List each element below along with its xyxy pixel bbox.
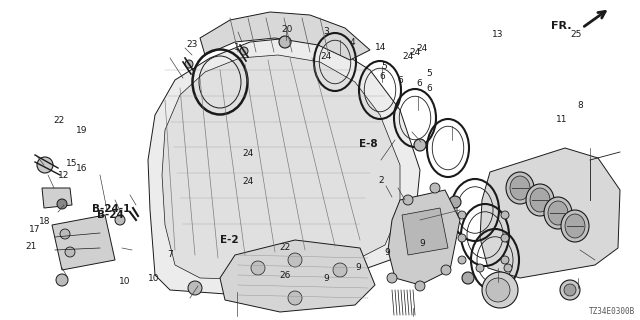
Text: 24: 24 (321, 52, 332, 61)
Text: 5: 5 (426, 69, 431, 78)
Circle shape (415, 281, 425, 291)
Text: 16: 16 (76, 164, 88, 173)
Text: 26: 26 (279, 271, 291, 280)
Text: 15: 15 (66, 159, 77, 168)
Circle shape (65, 247, 75, 257)
Circle shape (482, 272, 518, 308)
Text: 24: 24 (243, 149, 254, 158)
Ellipse shape (565, 214, 585, 238)
Text: 24: 24 (403, 52, 414, 61)
Text: 24: 24 (417, 44, 428, 53)
Circle shape (37, 157, 53, 173)
Text: 6: 6 (380, 72, 385, 81)
Circle shape (240, 47, 248, 55)
Text: 11: 11 (556, 116, 568, 124)
Polygon shape (220, 240, 375, 312)
Text: 4: 4 (349, 38, 355, 47)
Text: 10: 10 (119, 277, 131, 286)
Text: E-8: E-8 (359, 139, 378, 149)
Text: 9: 9 (385, 248, 390, 257)
Text: 21: 21 (25, 242, 36, 251)
Circle shape (288, 291, 302, 305)
Circle shape (476, 264, 484, 272)
Text: 24: 24 (409, 48, 420, 57)
Text: 9: 9 (356, 263, 361, 272)
Text: 24: 24 (243, 177, 254, 186)
Text: 22: 22 (53, 116, 65, 125)
Circle shape (564, 284, 576, 296)
Text: E-2: E-2 (220, 235, 239, 245)
Text: 5: 5 (381, 62, 387, 71)
Circle shape (504, 264, 512, 272)
Circle shape (458, 234, 466, 242)
Polygon shape (42, 188, 72, 208)
Text: B-24: B-24 (97, 210, 124, 220)
Ellipse shape (544, 197, 572, 229)
Text: 22: 22 (279, 244, 291, 252)
Circle shape (279, 36, 291, 48)
Text: 25: 25 (570, 30, 582, 39)
Circle shape (185, 60, 193, 68)
Circle shape (333, 263, 347, 277)
Text: 6: 6 (398, 76, 403, 85)
Text: 3: 3 (324, 27, 329, 36)
Circle shape (560, 280, 580, 300)
Circle shape (441, 265, 451, 275)
Text: 12: 12 (58, 171, 70, 180)
Circle shape (462, 272, 474, 284)
Circle shape (60, 229, 70, 239)
Polygon shape (388, 190, 460, 285)
Circle shape (458, 256, 466, 264)
Text: 23: 23 (186, 40, 198, 49)
Polygon shape (162, 55, 400, 280)
Text: 20: 20 (281, 25, 292, 34)
Polygon shape (200, 12, 370, 60)
Circle shape (387, 273, 397, 283)
Text: 2: 2 (378, 176, 383, 185)
Text: 14: 14 (375, 43, 387, 52)
Text: 6: 6 (417, 79, 422, 88)
Circle shape (486, 278, 510, 302)
Ellipse shape (510, 176, 530, 200)
Circle shape (501, 256, 509, 264)
Text: 17: 17 (29, 225, 40, 234)
Polygon shape (52, 215, 115, 270)
Text: 10: 10 (148, 274, 159, 283)
Text: 18: 18 (39, 217, 51, 226)
Polygon shape (480, 148, 620, 278)
Ellipse shape (526, 184, 554, 216)
Circle shape (501, 211, 509, 219)
Circle shape (449, 196, 461, 208)
Text: 6: 6 (426, 84, 431, 93)
Circle shape (458, 211, 466, 219)
Circle shape (288, 253, 302, 267)
Circle shape (403, 195, 413, 205)
Ellipse shape (548, 201, 568, 225)
Ellipse shape (530, 188, 550, 212)
Text: 19: 19 (76, 126, 88, 135)
Text: 9: 9 (420, 239, 425, 248)
Circle shape (251, 261, 265, 275)
Circle shape (115, 215, 125, 225)
Circle shape (414, 139, 426, 151)
Text: 1: 1 (234, 43, 239, 52)
Ellipse shape (561, 210, 589, 242)
Circle shape (188, 281, 202, 295)
Circle shape (57, 199, 67, 209)
Text: TZ34E0300B: TZ34E0300B (589, 307, 635, 316)
Circle shape (430, 183, 440, 193)
Circle shape (56, 274, 68, 286)
Text: 9: 9 (324, 274, 329, 283)
Text: 13: 13 (492, 30, 504, 39)
Text: 7: 7 (167, 250, 172, 259)
Polygon shape (148, 38, 420, 295)
Polygon shape (402, 208, 448, 255)
Text: B-24-1: B-24-1 (92, 204, 130, 214)
Circle shape (501, 234, 509, 242)
Text: FR.: FR. (552, 21, 572, 31)
Text: 8: 8 (577, 101, 582, 110)
Ellipse shape (506, 172, 534, 204)
